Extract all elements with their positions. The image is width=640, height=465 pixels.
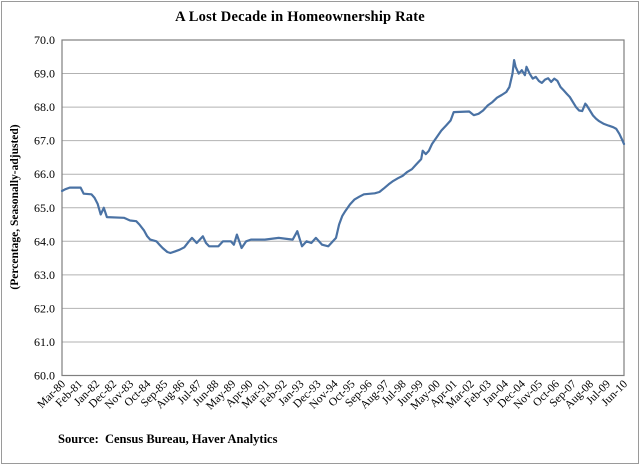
- plot-area: [61, 39, 625, 377]
- y-tick-label: 60.0: [34, 369, 55, 383]
- y-tick-label: 65.0: [34, 201, 55, 215]
- data-line: [60, 58, 626, 255]
- y-tick-label: 61.0: [34, 335, 55, 349]
- y-tick-label: 62.0: [34, 301, 55, 315]
- y-tick-label: 67.0: [34, 134, 55, 148]
- y-tick-label: 68.0: [34, 100, 55, 114]
- y-tick-label: 69.0: [34, 67, 55, 81]
- y-tick-label: 66.0: [34, 167, 55, 181]
- source-note: Source: Census Bureau, Haver Analytics: [58, 432, 278, 446]
- y-tick-label: 63.0: [34, 268, 55, 282]
- y-tick-label: 70.0: [34, 33, 55, 47]
- y-tick-label: 64.0: [34, 234, 55, 248]
- chart-title: A Lost Decade in Homeownership Rate: [175, 9, 425, 25]
